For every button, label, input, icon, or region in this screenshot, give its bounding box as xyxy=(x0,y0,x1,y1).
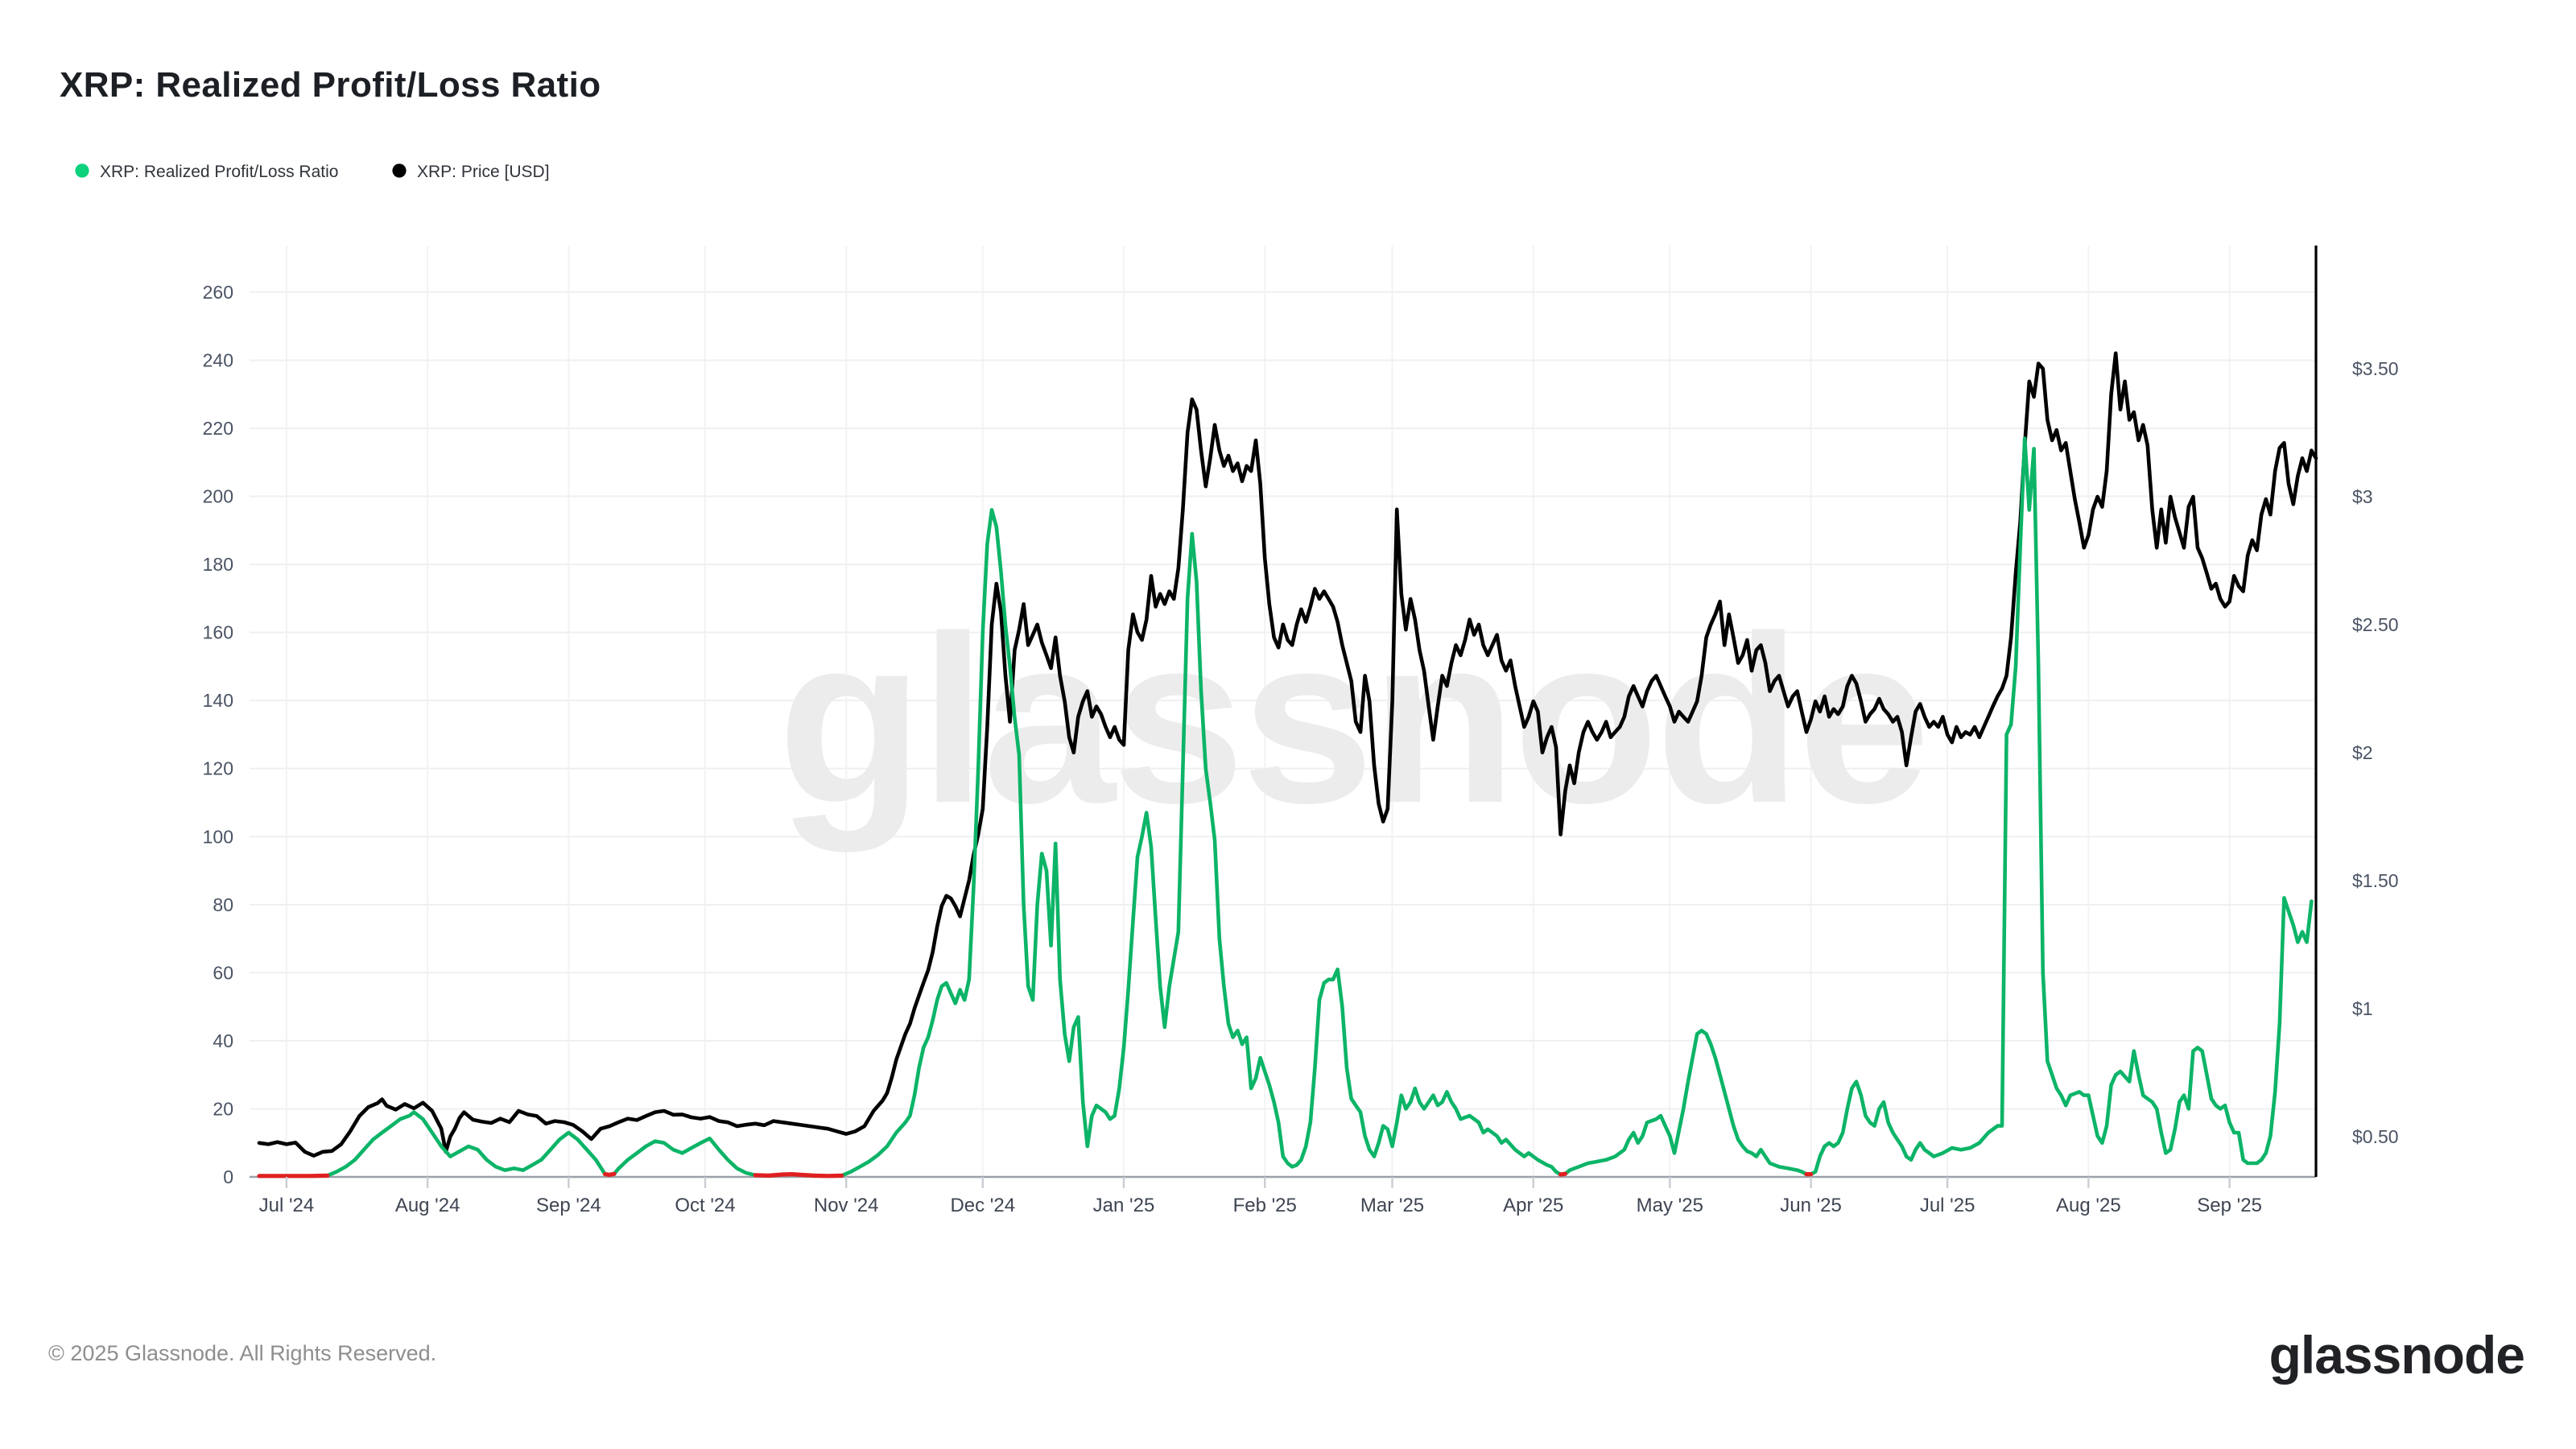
footer-copyright: © 2025 Glassnode. All Rights Reserved. xyxy=(48,1341,436,1365)
y-right-label: $3 xyxy=(2352,486,2373,507)
y-left-label: 260 xyxy=(203,282,233,303)
x-axis-label: Nov '24 xyxy=(814,1195,879,1216)
legend-label: XRP: Price [USD] xyxy=(417,163,550,181)
y-left-label: 180 xyxy=(203,554,233,575)
legend-swatch xyxy=(75,163,89,178)
y-left-label: 220 xyxy=(203,418,233,439)
x-axis-label: Mar '25 xyxy=(1360,1195,1424,1216)
y-right-label: $2 xyxy=(2352,742,2373,763)
ratio-line-profit xyxy=(325,436,2314,1178)
y-left-label: 60 xyxy=(213,962,233,983)
ratio-line-loss xyxy=(257,1171,1814,1179)
x-axis-label: Jan '25 xyxy=(1093,1195,1155,1216)
y-left-label: 140 xyxy=(203,690,233,711)
chart-series xyxy=(257,351,2318,1179)
y-left-label: 240 xyxy=(203,349,233,370)
y-right-label: $2.50 xyxy=(2352,614,2399,635)
x-axis-label: Aug '25 xyxy=(2056,1195,2121,1216)
legend-label: XRP: Realized Profit/Loss Ratio xyxy=(100,163,338,181)
legend: XRP: Realized Profit/Loss Ratio XRP: Pric… xyxy=(75,163,550,181)
y-left-label: 160 xyxy=(203,622,233,643)
glassnode-logo: glassnode xyxy=(2269,1325,2524,1385)
x-axis-label: Sep '24 xyxy=(536,1195,601,1216)
legend-item-price[interactable]: XRP: Price [USD] xyxy=(392,163,550,181)
y-right-label: $1.50 xyxy=(2352,870,2399,891)
legend-swatch xyxy=(392,163,407,178)
x-axis-label: Jun '25 xyxy=(1780,1195,1842,1216)
chart-axes: Jul '24 Aug '24 Sep '24 Oct '24 Nov '24 Dec '… xyxy=(203,246,2399,1216)
x-axis-label: Feb '25 xyxy=(1233,1195,1297,1216)
page-title: XRP: Realized Profit/Loss Ratio xyxy=(60,65,601,105)
y-left-label: 200 xyxy=(203,486,233,507)
x-axis-label: Apr '25 xyxy=(1503,1195,1563,1216)
x-axis-label: Aug '24 xyxy=(395,1195,460,1216)
x-axis-label: Sep '25 xyxy=(2197,1195,2262,1216)
y-left-label: 0 xyxy=(223,1166,233,1187)
y-left-label: 100 xyxy=(203,826,233,847)
x-axis-label: Jul '24 xyxy=(259,1195,315,1216)
y-right-label: $1 xyxy=(2352,998,2373,1019)
y-left-label: 40 xyxy=(213,1030,233,1051)
x-axis-label: Dec '24 xyxy=(950,1195,1015,1216)
y-left-label: 120 xyxy=(203,758,233,779)
x-axis-label: May '25 xyxy=(1637,1195,1703,1216)
y-right-label: $0.50 xyxy=(2352,1126,2399,1147)
x-axis-label: Jul '25 xyxy=(1920,1195,1975,1216)
watermark: glassnode xyxy=(778,586,1927,854)
legend-item-ratio[interactable]: XRP: Realized Profit/Loss Ratio xyxy=(75,163,338,181)
y-right-label: $3.50 xyxy=(2352,358,2399,379)
y-left-label: 20 xyxy=(213,1098,233,1119)
chart-grid xyxy=(250,246,2316,1179)
x-axis-label: Oct '24 xyxy=(675,1195,735,1216)
y-left-label: 80 xyxy=(213,894,233,915)
